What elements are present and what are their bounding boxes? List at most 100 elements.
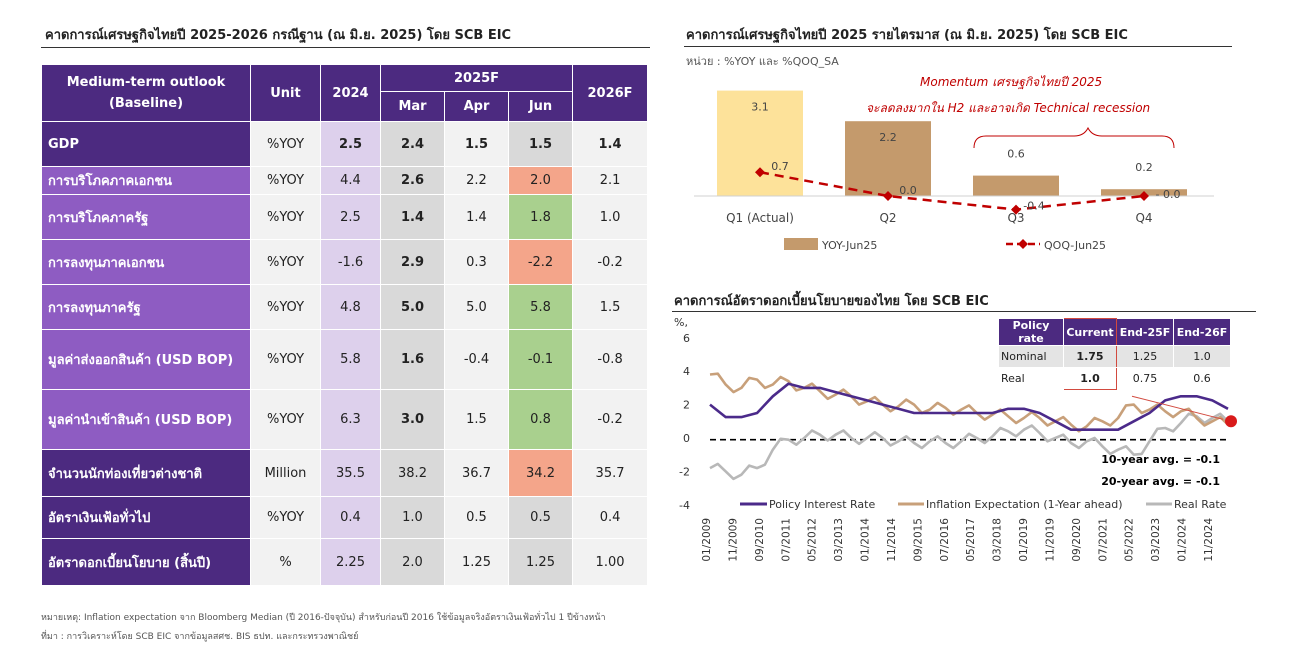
qoq-label: 0.0: [899, 184, 917, 197]
row-jun: 1.25: [507, 538, 574, 586]
row-unit: %YOY: [250, 389, 321, 450]
pol-r2-c: 1.0: [1063, 367, 1117, 390]
header-2024: 2024: [320, 64, 381, 122]
x-tick-label: 09/2015: [912, 518, 924, 562]
y-tick-label: 0: [683, 432, 690, 445]
header-2026f: 2026F: [572, 64, 649, 122]
qoq-label: -0.4: [1023, 200, 1044, 213]
row-jun: 2.0: [507, 166, 574, 195]
y-tick-label: 2: [683, 399, 690, 412]
row-jun: 1.8: [507, 194, 574, 240]
bar-yoy-label: 0.6: [1007, 148, 1025, 161]
real-rate-line: [709, 412, 1229, 481]
header-unit: Unit: [250, 64, 321, 122]
bar-yoy: [717, 90, 803, 196]
row-mar: 1.0: [380, 496, 445, 539]
qoq-line: [759, 170, 1145, 211]
x-tick-label: 09/2010: [754, 518, 766, 562]
row-label: จำนวนนักท่องเที่ยวต่างชาติ: [41, 449, 251, 497]
row-apr: 2.2: [444, 166, 509, 195]
avg-10-label: 10-year avg. = -0.1: [1101, 453, 1220, 466]
row-2026f: 2.1: [572, 166, 649, 195]
y-tick-label: 4: [683, 365, 690, 378]
row-label: การลงทุนภาครัฐ: [41, 284, 251, 330]
footnote-2: ที่มา : การวิเคราะห์โดย SCB EIC จากข้อมู…: [41, 632, 359, 642]
legend-yoy-label: YOY-Jun25: [821, 239, 877, 252]
row-apr: -0.4: [444, 329, 509, 390]
qoq-point: [755, 167, 765, 178]
header-outlook: Medium-term outlook (Baseline): [41, 64, 251, 122]
x-tick-label: 01/2024: [1177, 518, 1189, 562]
bar-yoy: [973, 175, 1059, 196]
row-jun: 5.8: [507, 284, 574, 330]
table-row: จำนวนนักท่องเที่ยวต่างชาติ Million 35.5 38.…: [41, 449, 649, 497]
pol-r1-c: 1.75: [1063, 345, 1117, 368]
row-2024: 5.8: [320, 329, 381, 390]
x-tick-label: 11/2019: [1044, 518, 1056, 562]
row-jun: 1.5: [507, 121, 574, 167]
legend-real-label: Real Rate: [1174, 498, 1227, 511]
x-tick-label: 11/2024: [1203, 518, 1215, 562]
table-row: อัตราเงินเฟ้อทั่วไป %YOY 0.4 1.0 0.5 0.5 0.4: [41, 496, 649, 539]
legend-policy-label: Policy Interest Rate: [769, 498, 875, 511]
legend-qoq-label: QOQ-Jun25: [1044, 239, 1106, 252]
avg-20-label: 20-year avg. = -0.1: [1101, 475, 1220, 488]
qoq-label: - 0.0: [1156, 188, 1181, 201]
row-unit: %YOY: [250, 284, 321, 330]
row-label: มูลค่านำเข้าสินค้า (USD BOP): [41, 389, 251, 450]
x-tick-label: 01/2019: [1018, 518, 1030, 562]
header-mar: Mar: [380, 91, 445, 122]
row-jun: -0.1: [507, 329, 574, 390]
row-apr: 0.5: [444, 496, 509, 539]
row-jun: 34.2: [507, 449, 574, 497]
legend-qoq-marker: [1018, 239, 1028, 249]
row-unit: %YOY: [250, 194, 321, 240]
qoq-point: [883, 191, 893, 201]
category-label: Q3: [1007, 211, 1024, 225]
table-row: การลงทุนภาครัฐ %YOY 4.8 5.0 5.0 5.8 1.5: [41, 284, 649, 330]
y-tick-label: 6: [683, 332, 690, 345]
x-tick-label: 03/2018: [992, 518, 1004, 562]
row-apr: 1.4: [444, 194, 509, 240]
row-label: อัตราดอกเบี้ยนโยบาย (สิ้นปี): [41, 538, 251, 586]
row-apr: 36.7: [444, 449, 509, 497]
row-2024: 2.5: [320, 194, 381, 240]
x-tick-label: 03/2013: [833, 518, 845, 562]
header-apr: Apr: [444, 91, 509, 122]
legend-yoy-swatch: [784, 238, 818, 250]
pol-h1: Current: [1063, 318, 1117, 346]
qoq-label: 0.7: [771, 160, 789, 173]
bar-yoy: [845, 121, 931, 196]
row-mar: 2.9: [380, 239, 445, 285]
row-apr: 5.0: [444, 284, 509, 330]
row-mar: 1.4: [380, 194, 445, 240]
pol-r1-k: Nominal: [998, 345, 1064, 368]
category-label: Q4: [1135, 211, 1152, 225]
x-tick-label: 01/2014: [860, 518, 872, 562]
policy-rate-line: [709, 382, 1229, 431]
pol-h3: End-26F: [1173, 318, 1231, 346]
row-unit: %YOY: [250, 166, 321, 195]
row-label: การบริโภคภาคเอกชน: [41, 166, 251, 195]
header-outlook-line2: (Baseline): [108, 96, 184, 111]
header-outlook-line1: Medium-term outlook: [66, 75, 226, 90]
category-label: Q1 (Actual): [726, 211, 794, 225]
pol-h2: End-25F: [1116, 318, 1174, 346]
x-tick-label: 01/2009: [701, 518, 713, 562]
row-2026f: 0.4: [572, 496, 649, 539]
row-jun: 0.8: [507, 389, 574, 450]
x-tick-label: 09/2020: [1071, 518, 1083, 562]
pol-r1-e25: 1.25: [1116, 345, 1174, 368]
row-2024: 0.4: [320, 496, 381, 539]
policy-rate-table: Policy rate Current End-25F End-26F Nomi…: [998, 318, 1231, 390]
h2-brace: [973, 126, 1175, 149]
y-tick-label: -4: [679, 499, 690, 512]
chart1-title: คาดการณ์เศรษฐกิจไทยปี 2025 รายไตรมาส (ณ …: [686, 28, 1128, 43]
row-label: GDP: [41, 121, 251, 167]
pol-r2-k: Real: [998, 367, 1064, 390]
footnote-1: หมายเหตุ: Inflation expectation จาก Bloo…: [41, 613, 606, 623]
row-unit: %YOY: [250, 239, 321, 285]
row-apr: 1.5: [444, 389, 509, 450]
row-mar: 2.4: [380, 121, 445, 167]
row-2024: 4.4: [320, 166, 381, 195]
